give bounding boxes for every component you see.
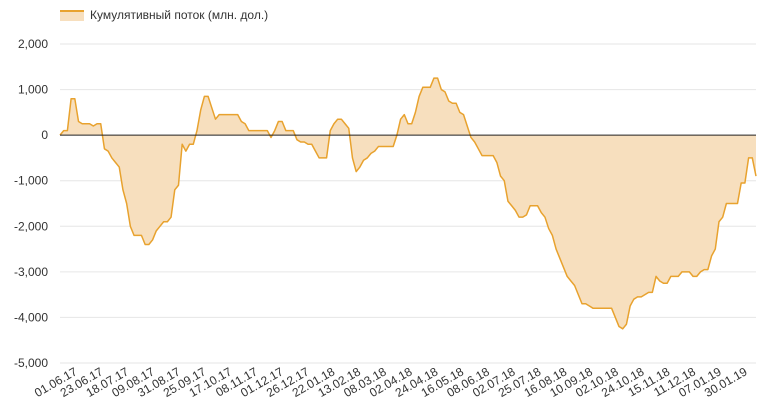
y-tick-label: -1,000 [14, 174, 48, 188]
series-line [59, 77, 757, 330]
series-area-fill [60, 78, 756, 329]
x-axis-tick-labels: 01.06.1723.06.1718.07.1709.08.1731.08.17… [32, 364, 750, 400]
y-tick-label: 2,000 [18, 37, 48, 51]
y-tick-label: -3,000 [14, 265, 48, 279]
y-tick-label: 1,000 [18, 83, 48, 97]
y-tick-label: -2,000 [14, 219, 48, 233]
y-tick-label: 0 [41, 128, 48, 142]
y-tick-label: -4,000 [14, 310, 48, 324]
series-layer [59, 77, 757, 330]
legend-swatch [60, 9, 84, 21]
legend: Кумулятивный поток (млн. дол.) [60, 8, 268, 22]
y-tick-label: -5,000 [14, 356, 48, 370]
legend-label: Кумулятивный поток (млн. дол.) [90, 8, 269, 22]
y-axis-tick-labels: 2,000 1,000 0 -1,000 -2,000 -3,000 -4,000 -5,00… [14, 37, 48, 370]
